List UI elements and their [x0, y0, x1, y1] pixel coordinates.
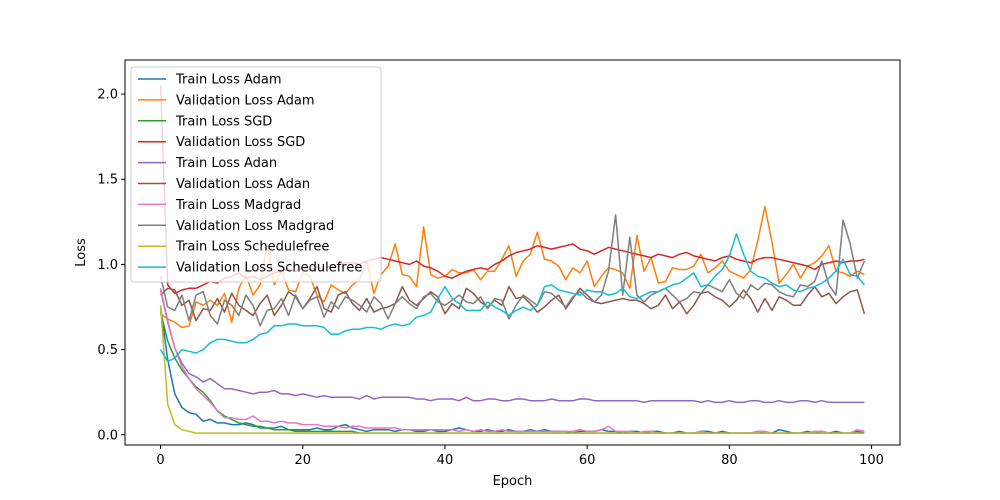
- legend-entry: Train Loss Schedulefree: [175, 240, 329, 255]
- x-tick-label: 80: [721, 453, 738, 468]
- legend-box: [130, 66, 382, 283]
- y-axis: 0.0 0.5 1.0 1.5 2.0: [97, 88, 125, 443]
- x-tick-label: 40: [437, 453, 454, 468]
- legend-entry: Train Loss Madgrad: [175, 198, 301, 213]
- x-axis-label: Epoch: [493, 474, 533, 489]
- x-tick-label: 0: [156, 453, 164, 468]
- x-tick-label: 60: [579, 453, 596, 468]
- y-tick-label: 1.0: [97, 258, 118, 273]
- legend-entry: Train Loss Adam: [175, 73, 282, 88]
- series-line-train-loss-adan: [159, 289, 865, 404]
- y-tick-label: 0.0: [97, 428, 118, 443]
- legend-entry: Validation Loss Adan: [176, 177, 310, 192]
- plot-frame: [124, 59, 901, 446]
- x-tick-label: 100: [859, 453, 884, 468]
- series-line-train-loss-schedulefree: [159, 305, 865, 434]
- legend-entry: Validation Loss Madgrad: [176, 219, 334, 234]
- legend-entry: Validation Loss SGD: [176, 135, 305, 150]
- x-axis: 0 20 40 60 80 100: [156, 445, 884, 468]
- series-line-validation-loss-adan: [160, 285, 866, 322]
- legend-entry: Train Loss Adan: [175, 156, 277, 171]
- y-axis-label: Loss: [74, 238, 89, 267]
- legend-entry: Validation Loss Schedulefree: [176, 261, 362, 276]
- y-tick-label: 1.5: [97, 173, 118, 188]
- series-line-validation-loss-schedulefree: [159, 233, 865, 363]
- legend-entry: Train Loss SGD: [175, 114, 272, 129]
- y-tick-label: 2.0: [97, 88, 118, 103]
- legend: Train Loss Adam Validation Loss Adam Train…: [130, 66, 382, 283]
- y-tick-label: 0.5: [97, 343, 118, 358]
- x-tick-label: 20: [294, 453, 311, 468]
- legend-entry: Validation Loss Adam: [176, 93, 315, 108]
